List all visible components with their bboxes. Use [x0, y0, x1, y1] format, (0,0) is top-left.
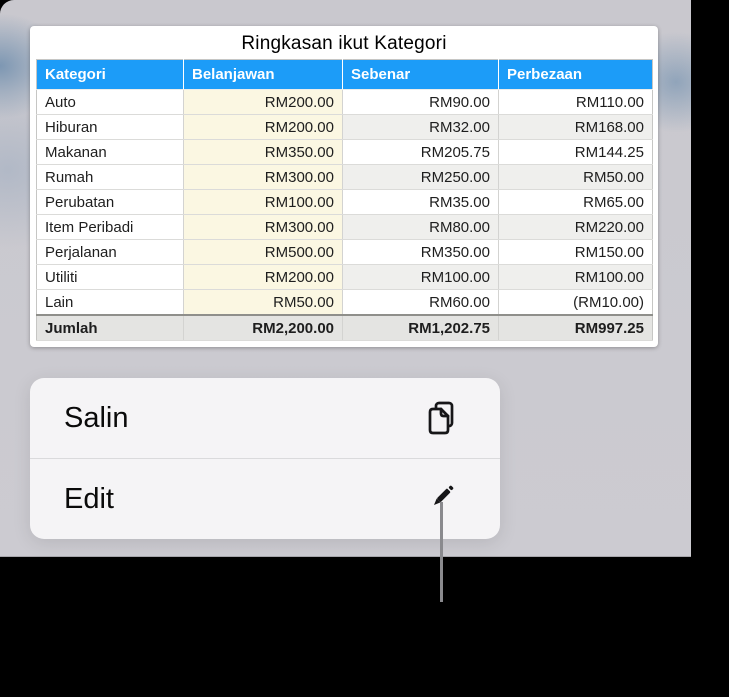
cell-sebenar[interactable]: RM250.00 — [342, 164, 499, 190]
cell-belanjawan[interactable]: RM500.00 — [183, 239, 343, 265]
summary-table: Kategori Belanjawan Sebenar Perbezaan Au… — [36, 59, 653, 341]
column-header-perbezaan[interactable]: Perbezaan — [498, 59, 653, 90]
cell-sebenar[interactable]: RM100.00 — [342, 264, 499, 290]
cell-kategori[interactable]: Lain — [36, 289, 184, 316]
cell-belanjawan[interactable]: RM300.00 — [183, 214, 343, 240]
cell-sebenar[interactable]: RM350.00 — [342, 239, 499, 265]
cell-belanjawan[interactable]: RM350.00 — [183, 139, 343, 165]
context-menu: Salin Edit — [30, 378, 500, 539]
cell-jumlah-sebenar[interactable]: RM1,202.75 — [342, 314, 499, 341]
cell-kategori[interactable]: Utiliti — [36, 264, 184, 290]
callout-line — [440, 502, 443, 602]
cell-sebenar[interactable]: RM205.75 — [342, 139, 499, 165]
table-row: Perubatan RM100.00 RM35.00 RM65.00 — [36, 189, 653, 215]
summary-table-card: Ringkasan ikut Kategori Kategori Belanja… — [30, 26, 658, 347]
table-row: Perjalanan RM500.00 RM350.00 RM150.00 — [36, 239, 653, 265]
cell-kategori[interactable]: Hiburan — [36, 114, 184, 140]
cell-kategori[interactable]: Makanan — [36, 139, 184, 165]
cell-belanjawan[interactable]: RM200.00 — [183, 114, 343, 140]
cell-perbezaan[interactable]: RM50.00 — [498, 164, 653, 190]
cell-jumlah-perbezaan[interactable]: RM997.25 — [498, 314, 653, 341]
cell-sebenar[interactable]: RM32.00 — [342, 114, 499, 140]
table-title: Ringkasan ikut Kategori — [241, 33, 447, 54]
cell-sebenar[interactable]: RM35.00 — [342, 189, 499, 215]
cell-belanjawan[interactable]: RM100.00 — [183, 189, 343, 215]
cell-perbezaan[interactable]: RM168.00 — [498, 114, 653, 140]
column-header-belanjawan[interactable]: Belanjawan — [183, 59, 343, 90]
cell-kategori[interactable]: Auto — [36, 89, 184, 115]
cell-perbezaan[interactable]: RM150.00 — [498, 239, 653, 265]
cell-belanjawan[interactable]: RM50.00 — [183, 289, 343, 316]
cell-perbezaan[interactable]: RM65.00 — [498, 189, 653, 215]
table-row: Makanan RM350.00 RM205.75 RM144.25 — [36, 139, 653, 165]
table-row: Lain RM50.00 RM60.00 (RM10.00) — [36, 289, 653, 316]
cell-jumlah-belanjawan[interactable]: RM2,200.00 — [183, 314, 343, 341]
table-row: Hiburan RM200.00 RM32.00 RM168.00 — [36, 114, 653, 140]
table-row: Utiliti RM200.00 RM100.00 RM100.00 — [36, 264, 653, 290]
cell-sebenar[interactable]: RM80.00 — [342, 214, 499, 240]
cell-kategori[interactable]: Perubatan — [36, 189, 184, 215]
cell-jumlah-label[interactable]: Jumlah — [36, 314, 184, 341]
cell-belanjawan[interactable]: RM200.00 — [183, 89, 343, 115]
cell-perbezaan[interactable]: RM144.25 — [498, 139, 653, 165]
menu-item-edit[interactable]: Edit — [30, 458, 500, 539]
menu-item-salin[interactable]: Salin — [30, 378, 500, 458]
column-header-kategori[interactable]: Kategori — [36, 59, 184, 90]
cell-perbezaan-negative[interactable]: (RM10.00) — [498, 289, 653, 316]
table-row: Item Peribadi RM300.00 RM80.00 RM220.00 — [36, 214, 653, 240]
cell-kategori[interactable]: Rumah — [36, 164, 184, 190]
total-row: Jumlah RM2,200.00 RM1,202.75 RM997.25 — [36, 314, 653, 341]
header-row: Kategori Belanjawan Sebenar Perbezaan — [36, 59, 653, 90]
menu-item-label: Edit — [64, 482, 114, 515]
cell-perbezaan[interactable]: RM100.00 — [498, 264, 653, 290]
cell-sebenar[interactable]: RM90.00 — [342, 89, 499, 115]
cell-sebenar[interactable]: RM60.00 — [342, 289, 499, 316]
cell-perbezaan[interactable]: RM110.00 — [498, 89, 653, 115]
table-row: Rumah RM300.00 RM250.00 RM50.00 — [36, 164, 653, 190]
screenshot-background: Ringkasan ikut Kategori Kategori Belanja… — [0, 0, 691, 557]
cell-belanjawan[interactable]: RM300.00 — [183, 164, 343, 190]
menu-item-label: Salin — [64, 401, 129, 434]
cell-belanjawan[interactable]: RM200.00 — [183, 264, 343, 290]
cell-perbezaan[interactable]: RM220.00 — [498, 214, 653, 240]
cell-kategori[interactable]: Perjalanan — [36, 239, 184, 265]
cell-kategori[interactable]: Item Peribadi — [36, 214, 184, 240]
table-row: Auto RM200.00 RM90.00 RM110.00 — [36, 89, 653, 115]
column-header-sebenar[interactable]: Sebenar — [342, 59, 499, 90]
copy-icon — [420, 398, 460, 438]
pencil-icon — [420, 479, 460, 519]
